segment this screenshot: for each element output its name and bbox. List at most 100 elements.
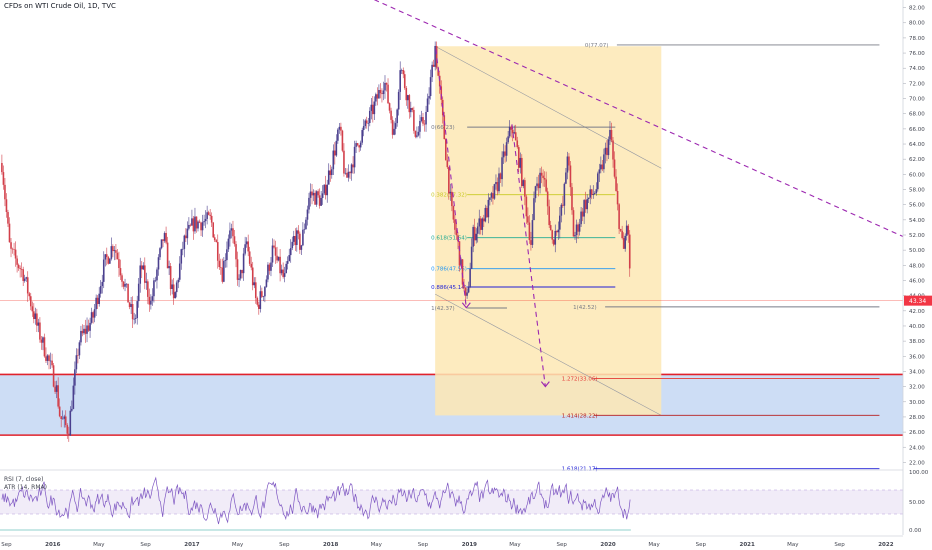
candle-body bbox=[42, 337, 44, 343]
candle-body bbox=[451, 191, 453, 207]
candle-body bbox=[54, 386, 56, 392]
rsi-line bbox=[1, 476, 631, 525]
candle-body bbox=[1, 162, 3, 173]
candle-body bbox=[224, 260, 227, 261]
last-price-label: 43.34 bbox=[909, 298, 926, 305]
candle-body bbox=[306, 209, 309, 220]
candle-body bbox=[428, 96, 430, 99]
candle-body bbox=[147, 281, 149, 297]
time-tick-label: Sep bbox=[418, 542, 429, 548]
candle-body bbox=[628, 234, 631, 269]
candle-body bbox=[299, 233, 301, 250]
candle-body bbox=[10, 242, 12, 249]
candle-body bbox=[622, 238, 625, 249]
candle-body bbox=[98, 293, 100, 305]
candle-body bbox=[185, 235, 187, 239]
candle-body bbox=[206, 212, 208, 219]
candle-body bbox=[396, 109, 398, 124]
candle-body bbox=[101, 281, 104, 287]
candle-body bbox=[268, 264, 271, 271]
candle-body bbox=[382, 90, 385, 95]
candle-body bbox=[435, 45, 438, 68]
candle-body bbox=[96, 297, 99, 305]
drawings bbox=[373, 0, 904, 388]
candle-body bbox=[297, 230, 300, 234]
candle-body bbox=[349, 171, 351, 174]
fib-label-3: 0.618(51.64) bbox=[431, 236, 467, 242]
fib-levels: 0(77.07)0(66.23)0.382(57.32)0.618(51.64)… bbox=[431, 43, 880, 473]
fib-label-0: 0(77.07) bbox=[585, 43, 609, 49]
candle-body bbox=[136, 301, 138, 319]
candle-body bbox=[215, 240, 218, 243]
candle-body bbox=[23, 278, 26, 281]
candle-body bbox=[388, 103, 391, 111]
candle-body bbox=[595, 189, 598, 194]
candle-body bbox=[140, 265, 143, 270]
candle-body bbox=[109, 258, 111, 264]
candle-body bbox=[19, 268, 21, 270]
rsi-pane bbox=[0, 469, 903, 531]
candle-body bbox=[326, 184, 329, 196]
candle-body bbox=[625, 225, 628, 236]
candle-body bbox=[323, 184, 325, 194]
candle-body bbox=[368, 110, 371, 123]
candle-body bbox=[118, 259, 120, 269]
price-tick-label: 22.00 bbox=[909, 460, 925, 466]
candle-body bbox=[95, 297, 97, 310]
candle-body bbox=[530, 240, 532, 245]
candle-body bbox=[560, 204, 563, 216]
candle-body bbox=[470, 246, 473, 269]
fib-label-1: 0(66.23) bbox=[431, 125, 455, 131]
candle-body bbox=[77, 355, 79, 356]
candle-body bbox=[604, 147, 607, 155]
candle-body bbox=[210, 215, 213, 223]
candle-body bbox=[615, 176, 617, 191]
candle-body bbox=[162, 239, 164, 241]
candle-body bbox=[402, 70, 405, 75]
candle-body bbox=[555, 230, 558, 233]
candle-body bbox=[204, 218, 207, 222]
candle-body bbox=[562, 204, 564, 206]
candle-body bbox=[533, 198, 535, 221]
candle-body bbox=[236, 259, 239, 280]
price-tick-label: 68.00 bbox=[909, 112, 925, 118]
candle-body bbox=[508, 126, 511, 137]
candle-body bbox=[229, 230, 231, 239]
candle-body bbox=[107, 257, 110, 264]
price-tick-label: 72.00 bbox=[909, 81, 925, 87]
candle-body bbox=[458, 241, 461, 266]
candle-body bbox=[603, 154, 605, 170]
price-tick-label: 32.00 bbox=[909, 385, 925, 391]
candle-body bbox=[148, 296, 151, 305]
candle-body bbox=[481, 218, 484, 230]
candle-body bbox=[589, 189, 592, 198]
price-tick-label: 74.00 bbox=[909, 66, 925, 72]
candle-body bbox=[276, 255, 278, 261]
candle-body bbox=[104, 254, 107, 260]
candle-body bbox=[127, 283, 129, 303]
candle-body bbox=[311, 191, 313, 196]
candle-body bbox=[282, 269, 284, 277]
candle-body bbox=[391, 119, 394, 135]
candle-body bbox=[212, 222, 215, 238]
candle-body bbox=[548, 206, 550, 226]
candle-body bbox=[476, 226, 479, 234]
candle-body bbox=[399, 70, 401, 92]
candle-body bbox=[207, 212, 210, 215]
candle-body bbox=[80, 330, 82, 343]
candle-body bbox=[616, 190, 619, 205]
candle-body bbox=[308, 197, 310, 210]
candle-body bbox=[489, 197, 491, 200]
candle-body bbox=[57, 385, 59, 407]
candle-body bbox=[315, 191, 318, 205]
time-tick-label: 2019 bbox=[462, 542, 477, 548]
candle-body bbox=[355, 143, 357, 147]
candle-body bbox=[563, 183, 566, 206]
candle-body bbox=[314, 192, 316, 205]
candle-body bbox=[194, 216, 196, 232]
candle-body bbox=[125, 283, 128, 285]
rsi-legend: RSI (7, close) bbox=[4, 476, 44, 483]
candle-body bbox=[517, 147, 520, 168]
candle-body bbox=[610, 129, 613, 141]
